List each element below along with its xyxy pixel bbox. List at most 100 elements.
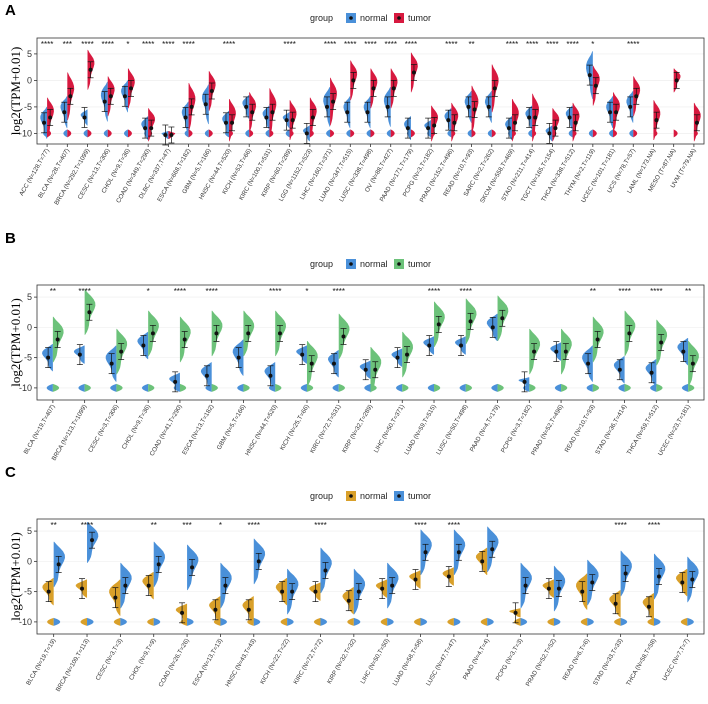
- legend-dot: [349, 16, 353, 20]
- y-tick-label: -10: [19, 617, 32, 627]
- tumor-point: [553, 126, 558, 131]
- violin-normal-floor: [650, 383, 657, 392]
- panel-letter: A: [5, 2, 16, 19]
- x-tick-label: LUAD (N=59,T=515): [403, 404, 437, 457]
- x-tick-label: KIRC (N=72,T=72): [292, 638, 324, 686]
- tumor-point: [391, 86, 396, 91]
- significance-label: ****: [614, 521, 626, 530]
- violin-tumor-floor: [53, 617, 61, 626]
- tumor-point: [230, 120, 235, 125]
- significance-label: **: [685, 287, 691, 296]
- tumor-point: [500, 316, 505, 321]
- tumor-point: [634, 94, 639, 99]
- normal-point: [480, 559, 485, 564]
- x-tick-label: PRAD (N=52,T=496): [530, 404, 565, 457]
- violin-tumor-floor: [243, 383, 250, 392]
- violin-normal-floor: [447, 129, 452, 138]
- significance-label: ****: [174, 287, 186, 296]
- tumor-point: [654, 118, 659, 123]
- violin-tumor-floor: [52, 383, 60, 392]
- normal-point: [141, 343, 146, 348]
- tumor-point: [490, 547, 495, 552]
- normal-point: [180, 610, 185, 615]
- y-axis-label: log2(TPM+0.01): [8, 298, 23, 387]
- normal-point: [109, 361, 114, 366]
- violin-normal-floor: [103, 129, 108, 138]
- normal-point: [80, 586, 85, 591]
- violin-tumor-floor: [153, 617, 161, 626]
- tumor-point: [627, 331, 632, 336]
- tumor-point: [533, 115, 538, 120]
- normal-point: [146, 583, 151, 588]
- significance-label: *: [305, 287, 308, 296]
- normal-point: [380, 586, 385, 591]
- plot-frame: [36, 284, 705, 401]
- violin-tumor-floor: [511, 129, 516, 138]
- violin-normal-floor: [247, 617, 254, 626]
- violin-tumor-floor: [120, 617, 127, 626]
- tumor-point: [690, 577, 695, 582]
- tumor-point: [310, 115, 315, 120]
- significance-label: **: [590, 287, 596, 296]
- legend-dot: [349, 494, 353, 498]
- x-tick-label: KIRP (N=32,T=289): [341, 404, 374, 455]
- violin-normal-floor: [366, 129, 371, 138]
- violin-tumor-floor: [453, 617, 461, 626]
- violin-tumor-floor: [309, 129, 314, 138]
- violin-normal-floor: [547, 617, 554, 626]
- violin-tumor-floor: [387, 617, 394, 626]
- violin-normal-floor: [528, 129, 533, 138]
- normal-point: [62, 110, 67, 115]
- significance-label: ****: [102, 40, 114, 49]
- normal-point: [513, 610, 518, 615]
- normal-point: [204, 373, 209, 378]
- tumor-point: [351, 78, 356, 83]
- x-tick-label: THCA (N=58,T=58): [625, 638, 658, 688]
- normal-point: [405, 126, 410, 131]
- significance-label: ****: [41, 40, 53, 49]
- tumor-point: [223, 583, 228, 588]
- y-tick-label: 0: [27, 75, 32, 85]
- normal-point: [446, 574, 451, 579]
- x-tick-label: UCEC (N=7,T=7): [661, 638, 691, 683]
- tumor-point: [88, 67, 93, 72]
- violin-normal-floor: [46, 383, 53, 392]
- violin-normal-floor: [80, 617, 88, 626]
- violin-normal-floor: [580, 617, 588, 626]
- violin-tumor-floor: [471, 129, 476, 138]
- violin-tumor-floor: [402, 383, 409, 392]
- significance-label: ****: [405, 40, 417, 49]
- violin-tumor-floor: [179, 383, 187, 392]
- legend: group normal tumor: [310, 13, 431, 23]
- legend-label-tumor: tumor: [408, 259, 431, 269]
- violin-tumor-floor: [330, 129, 335, 138]
- y-tick-label: 0: [27, 322, 32, 332]
- violin-tumor-floor: [187, 617, 194, 626]
- tumor-point: [390, 583, 395, 588]
- normal-point: [490, 325, 495, 330]
- normal-point: [46, 589, 51, 594]
- violin-normal-floor: [326, 129, 331, 138]
- violin-tumor-floor: [107, 129, 112, 138]
- normal-point: [122, 94, 127, 99]
- tumor-point: [189, 104, 194, 109]
- x-tick-label: KIRP (N=32,T=32): [326, 638, 358, 686]
- violin-normal-floor: [213, 617, 221, 626]
- violin-normal-floor: [427, 383, 435, 392]
- significance-label: **: [151, 521, 157, 530]
- violin-normal-floor: [180, 617, 188, 626]
- violin-normal-floor: [681, 383, 689, 392]
- violin-tumor-floor: [451, 129, 456, 138]
- tumor-point: [169, 132, 174, 137]
- x-tick-label: LIHC (N=50,T=371): [373, 404, 406, 455]
- normal-point: [284, 118, 289, 123]
- significance-label: *: [219, 521, 222, 530]
- violin-tumor-floor: [587, 617, 594, 626]
- x-tick-label: CHOL (N=9,T=36): [121, 404, 152, 451]
- tumor-point: [690, 361, 695, 366]
- violin-normal-floor: [414, 617, 421, 626]
- violin-tumor-floor: [229, 129, 233, 138]
- tumor-point: [209, 89, 214, 93]
- normal-point: [522, 379, 527, 384]
